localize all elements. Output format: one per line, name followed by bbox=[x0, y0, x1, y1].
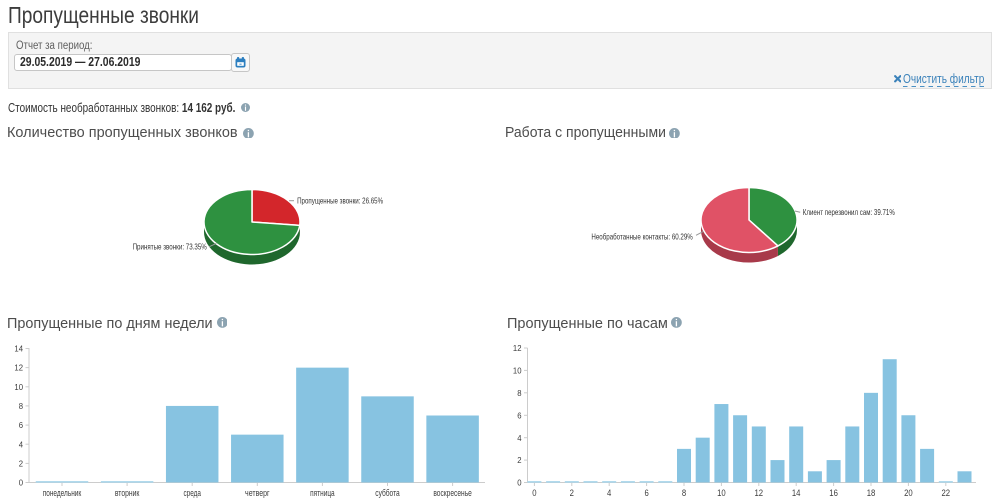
svg-text:8: 8 bbox=[19, 401, 23, 411]
svg-text:Клиент перезвонил сам: 39.71%: Клиент перезвонил сам: 39.71% bbox=[803, 207, 895, 217]
svg-text:6: 6 bbox=[19, 420, 23, 430]
svg-text:14: 14 bbox=[792, 488, 801, 498]
svg-text:22: 22 bbox=[942, 488, 951, 498]
svg-text:2: 2 bbox=[517, 455, 521, 465]
svg-text:0: 0 bbox=[532, 488, 536, 498]
svg-text:Пропущенные звонки: 26.65%: Пропущенные звонки: 26.65% bbox=[297, 196, 383, 206]
svg-text:8: 8 bbox=[517, 388, 521, 398]
svg-text:4: 4 bbox=[19, 439, 23, 449]
svg-text:8: 8 bbox=[682, 488, 686, 498]
svg-text:четверг: четверг bbox=[245, 488, 270, 498]
svg-text:воскресенье: воскресенье bbox=[433, 488, 472, 498]
svg-text:12: 12 bbox=[755, 488, 764, 498]
svg-text:пятница: пятница bbox=[310, 488, 335, 498]
svg-text:Необработанные контакты: 60.29: Необработанные контакты: 60.29% bbox=[591, 232, 693, 242]
svg-text:понедельник: понедельник bbox=[43, 488, 82, 498]
svg-text:0: 0 bbox=[517, 478, 521, 488]
svg-text:12: 12 bbox=[14, 363, 23, 373]
svg-text:Принятые звонки: 73.35%: Принятые звонки: 73.35% bbox=[133, 241, 208, 251]
svg-text:20: 20 bbox=[904, 488, 913, 498]
svg-text:вторник: вторник bbox=[115, 488, 140, 498]
svg-text:суббота: суббота bbox=[375, 488, 400, 498]
svg-text:18: 18 bbox=[867, 488, 876, 498]
svg-text:6: 6 bbox=[644, 488, 648, 498]
svg-text:16: 16 bbox=[829, 488, 838, 498]
svg-text:6: 6 bbox=[517, 410, 521, 420]
svg-text:10: 10 bbox=[14, 382, 23, 392]
svg-text:2: 2 bbox=[19, 459, 23, 469]
svg-text:0: 0 bbox=[19, 478, 23, 488]
svg-text:среда: среда bbox=[183, 488, 201, 498]
svg-text:12: 12 bbox=[513, 343, 522, 353]
svg-text:10: 10 bbox=[717, 488, 726, 498]
svg-text:2: 2 bbox=[570, 488, 574, 498]
svg-text:14: 14 bbox=[14, 344, 23, 354]
svg-text:4: 4 bbox=[607, 488, 611, 498]
svg-text:4: 4 bbox=[517, 433, 521, 443]
svg-text:10: 10 bbox=[513, 366, 522, 376]
